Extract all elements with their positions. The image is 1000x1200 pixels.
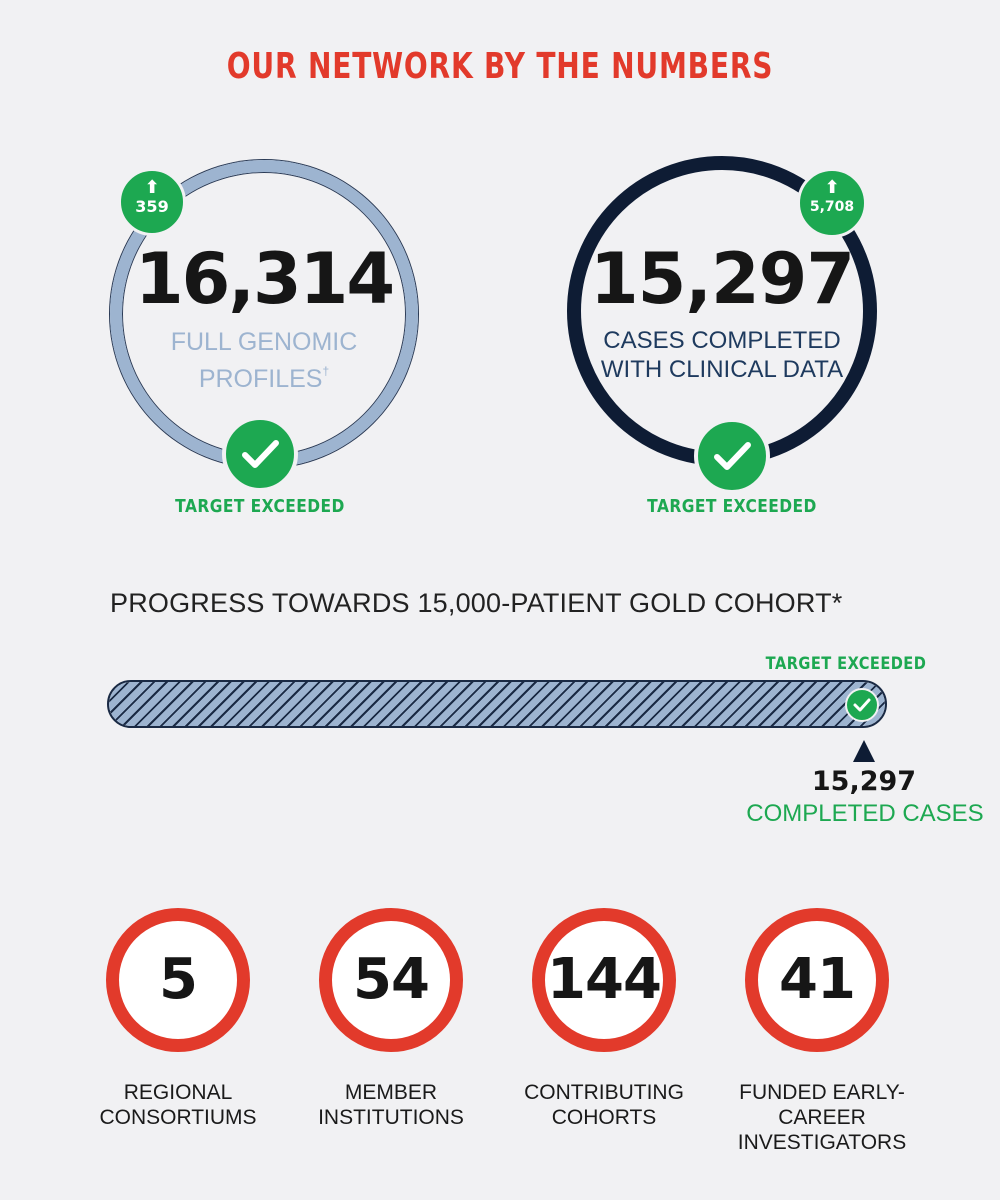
progress-title: PROGRESS TOWARDS 15,000-PATIENT GOLD COH… <box>110 588 843 618</box>
stat-label-line2: INSTITUTIONS <box>318 1106 464 1129</box>
stat-label: CONTRIBUTING COHORTS <box>479 1080 729 1130</box>
progress-status: TARGET EXCEEDED <box>765 654 927 674</box>
page-title: OUR NETWORK BY THE NUMBERS <box>226 46 774 87</box>
stat-ring <box>745 908 889 1052</box>
stat-value: 41 <box>779 947 856 1012</box>
clinical-increase-badge: ⬆ 5,708 <box>797 168 867 238</box>
clinical-status: TARGET EXCEEDED <box>647 496 817 517</box>
stat-label-line1: MEMBER <box>344 1081 438 1104</box>
genomic-increase-badge: ⬆ 359 <box>118 168 186 236</box>
stat-label-line1: CONTRIBUTING <box>524 1081 684 1104</box>
arrow-up-icon: ⬆ <box>144 177 160 198</box>
progress-bar-fill <box>109 682 885 726</box>
footnote-mark: † <box>322 364 330 378</box>
clinical-label: CASES COMPLETED WITH CLINICAL DATA <box>600 327 844 383</box>
checkmark-icon <box>694 418 770 494</box>
stat-label-line2: CONSORTIUMS <box>99 1106 257 1129</box>
genomic-label-line2: PROFILES <box>198 365 323 393</box>
genomic-status: TARGET EXCEEDED <box>175 496 345 517</box>
checkmark-icon <box>845 688 879 722</box>
triangle-marker-icon <box>853 740 875 762</box>
clinical-count: 15,297 <box>589 238 855 320</box>
arrow-up-icon: ⬆ <box>824 177 840 198</box>
stat-label: REGIONAL CONSORTIUMS <box>53 1080 303 1130</box>
clinical-increase-value: 5,708 <box>809 199 855 215</box>
stat-label-line2: COHORTS <box>551 1106 657 1129</box>
stat-value: 5 <box>159 947 198 1012</box>
genomic-increase-value: 359 <box>135 197 169 216</box>
stat-label-line2: INVESTIGATORS <box>737 1131 907 1154</box>
stat-value: 144 <box>547 947 662 1012</box>
stat-label-line1: FUNDED EARLY-CAREER <box>739 1081 905 1129</box>
stat-label: FUNDED EARLY-CAREER INVESTIGATORS <box>697 1080 947 1155</box>
stat-value: 54 <box>353 947 430 1012</box>
genomic-label: FULL GENOMIC PROFILES† <box>140 328 388 394</box>
genomic-count: 16,314 <box>134 238 395 320</box>
stat-label-line1: REGIONAL <box>123 1081 233 1104</box>
completed-count: 15,297 <box>811 766 917 797</box>
genomic-label-line1: FULL GENOMIC <box>170 328 358 356</box>
completed-caption: COMPLETED CASES <box>746 800 984 827</box>
checkmark-icon <box>222 416 298 492</box>
progress-bar <box>107 680 887 728</box>
stat-label: MEMBER INSTITUTIONS <box>266 1080 516 1130</box>
